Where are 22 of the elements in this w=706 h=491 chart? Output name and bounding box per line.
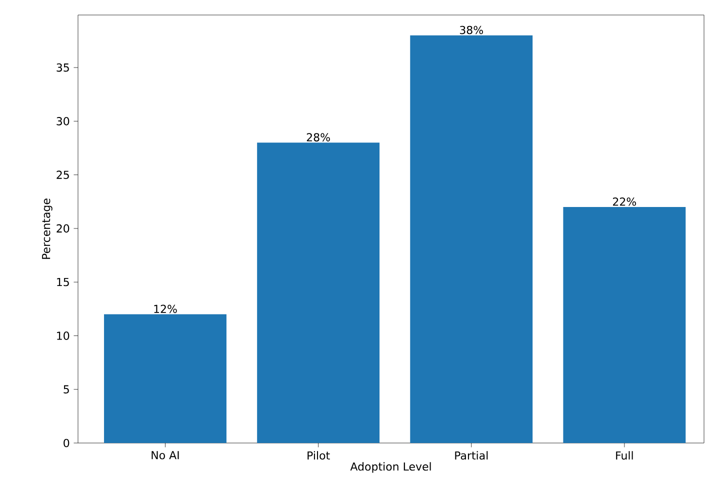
bar: [257, 142, 380, 443]
x-axis-title: Adoption Level: [350, 462, 431, 473]
data-label: 28%: [306, 133, 330, 142]
x-tick-label: Partial: [455, 451, 488, 460]
bar: [563, 207, 686, 443]
data-label: 38%: [460, 26, 483, 34]
bar: [410, 35, 533, 443]
y-tick-label: 15: [57, 278, 69, 286]
y-tick-label: 35: [56, 63, 69, 72]
x-tick-label: Full: [616, 451, 633, 460]
y-tick-label: 0: [64, 438, 70, 448]
x-tick-label: No AI: [152, 451, 179, 460]
y-tick-label: 10: [57, 332, 70, 340]
y-tick-label: 30: [56, 117, 70, 126]
y-tick-label: 5: [64, 385, 69, 394]
y-axis-title: Percentage: [42, 198, 52, 259]
y-tick-label: 25: [56, 170, 69, 179]
data-label: 12%: [154, 304, 177, 314]
y-tick-label: 20: [56, 224, 70, 233]
x-tick-label: Pilot: [308, 451, 330, 460]
bar: [104, 314, 226, 443]
data-label: 22%: [613, 197, 636, 206]
